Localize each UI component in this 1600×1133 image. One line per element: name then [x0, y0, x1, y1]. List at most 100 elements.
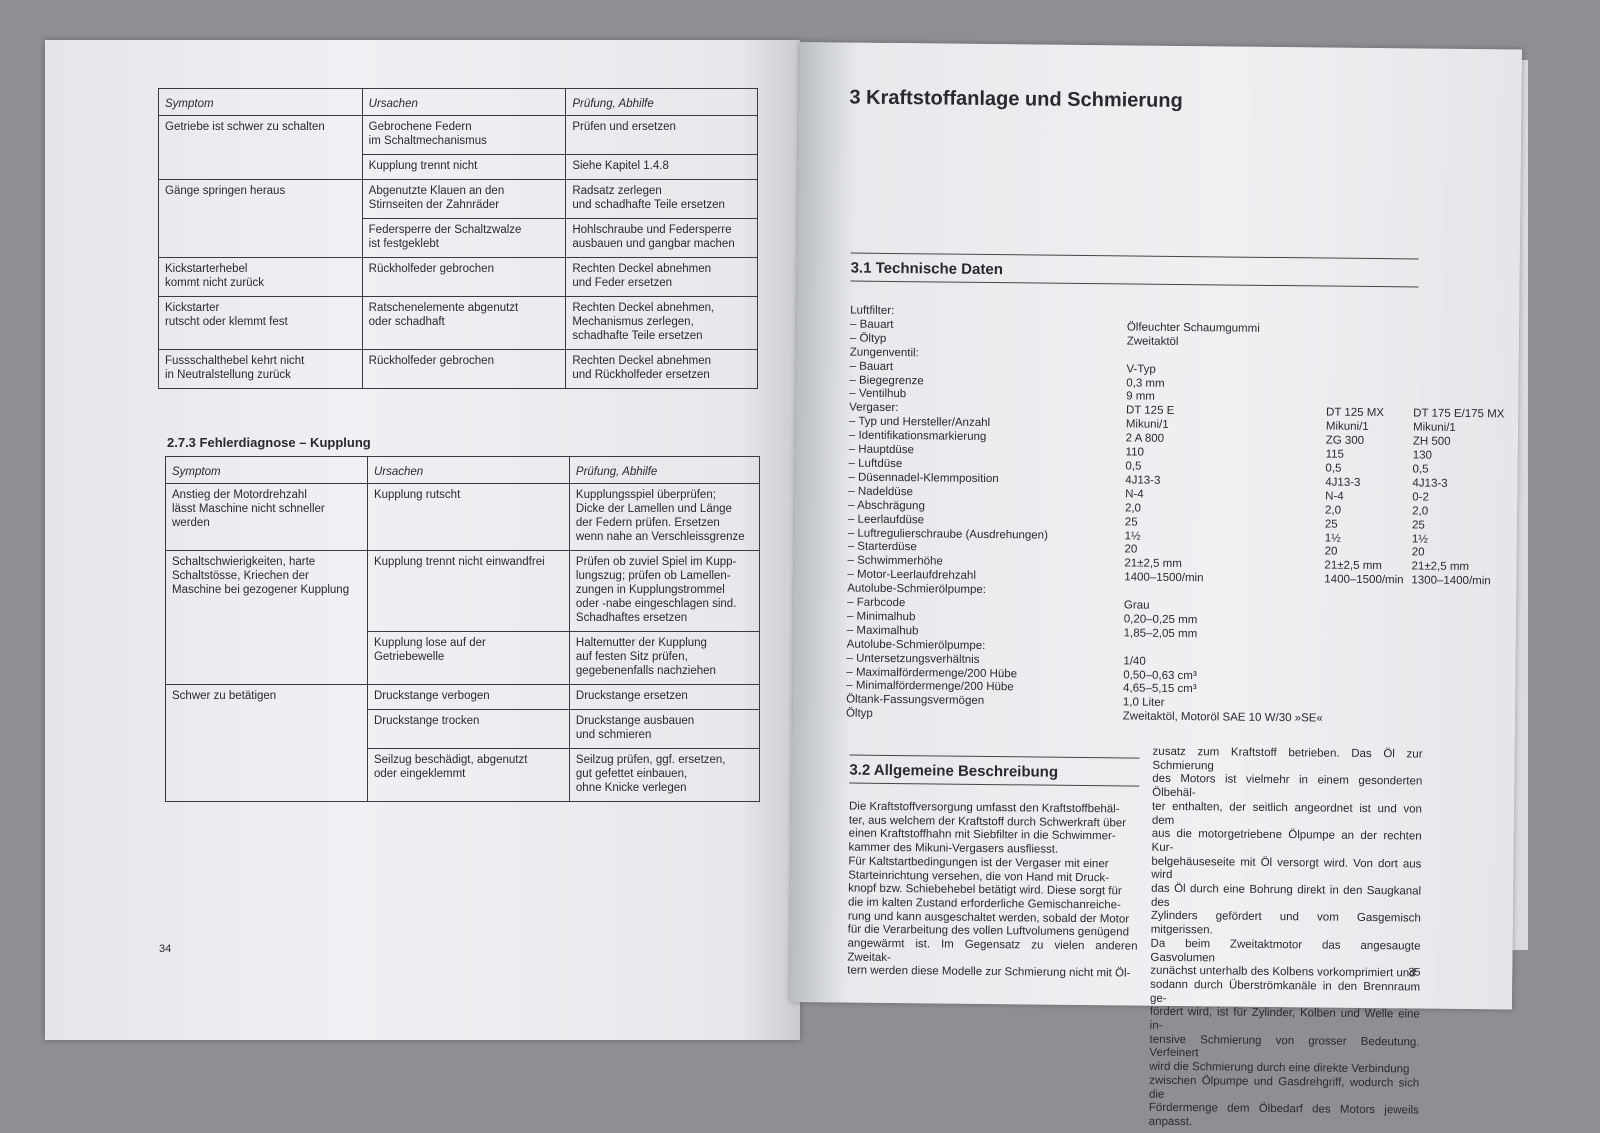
table-row: Fussschalthebel kehrt nicht in Neutralst… [158, 349, 758, 389]
cause-cell: Kupplung trennt nicht einwandfrei [366, 550, 570, 632]
spec-value [1323, 643, 1410, 658]
remedy-cell: Rechten Deckel abnehmen und Rückholfeder… [565, 349, 758, 389]
spec-value [1327, 310, 1414, 325]
spec-value: 4J13-3 [1412, 477, 1448, 490]
spec-value [1411, 630, 1516, 645]
spec-value [1327, 351, 1414, 366]
spec-value: 0,5 [1412, 463, 1429, 476]
spec-value: 20 [1411, 546, 1425, 559]
cause-cell: Kupplung rutscht [366, 483, 570, 551]
remedy-cell: Prüfen ob zuviel Spiel im Kupp- lungszug… [568, 550, 761, 632]
cause-cell: Druckstange verbogen [366, 684, 570, 710]
cause-cell: Rückholfeder gebrochen [361, 349, 567, 389]
table-row: Federsperre der Schaltzwalze ist festgek… [159, 218, 758, 258]
spec-value: 1300–1400/min [1411, 574, 1491, 588]
symptom-cell: Schwer zu betätigen [165, 684, 368, 802]
spec-value [1411, 616, 1516, 631]
cause-cell: Federsperre der Schaltzwalze ist festgek… [361, 218, 567, 258]
table-row: Druckstange trocken Druckstange ausbauen … [166, 709, 761, 749]
spec-value: 20 [1324, 545, 1338, 559]
spec-value [1414, 310, 1519, 325]
spec-value: 1400–1500/min [1324, 573, 1404, 587]
column-header: Ursachen [361, 88, 567, 116]
spec-value [1413, 380, 1518, 395]
remedy-cell: Haltemutter der Kupplung auf festen Sitz… [568, 631, 761, 685]
spec-value [1411, 602, 1516, 617]
spec-value [1326, 379, 1413, 394]
spec-value [1410, 686, 1515, 701]
spec-value [1323, 685, 1410, 700]
section-heading-description: 3.2 Allgemeine Beschreibung [849, 754, 1140, 787]
cause-cell: Ratschenelemente abgenutzt oder schadhaf… [361, 296, 567, 350]
table-row: Getriebe ist schwer zu schalten Gebrochen… [158, 115, 758, 180]
spec-value [1324, 615, 1411, 630]
chapter-title: 3 Kraftstoffanlage und Schmierung [849, 86, 1183, 113]
table-row: Gänge springen heraus Abgenutzte Klauen a… [158, 179, 758, 258]
spec-value [1414, 338, 1519, 353]
table-row: Kickstarterhebel kommt nicht zurück Rückh… [158, 257, 758, 297]
troubleshooting-table-clutch: Symptom Ursachen Prüfung, Abhilfe Anstieg d… [165, 456, 761, 802]
description-paragraph-col1: Die Kraftstoffversorgung umfasst den Kra… [847, 800, 1138, 980]
spec-value [1414, 324, 1519, 339]
section-heading-clutch: 2.7.3 Fehlerdiagnose – Kupplung [167, 435, 371, 450]
spec-value: 2 A 800 [1125, 432, 1165, 445]
spec-value: 25 [1411, 519, 1425, 532]
spec-value [1327, 323, 1414, 338]
spec-value [1411, 589, 1516, 604]
spec-value: ZG 300 [1325, 434, 1365, 448]
spec-value: 1,85–2,05 mm [1123, 627, 1198, 641]
table-row: Schwer zu betätigen Druckstange verbogen D… [165, 684, 761, 802]
spec-label: Öltyp [845, 707, 873, 721]
column-header: Prüfung, Abhilfe [565, 88, 758, 116]
spec-value: DT 125 MX [1325, 406, 1385, 420]
remedy-cell: Druckstange ausbauen und schmieren [568, 709, 761, 749]
spec-value: 130 [1412, 449, 1432, 462]
spec-value [1323, 713, 1410, 728]
page-number-right: 35 [1408, 966, 1421, 979]
spec-value [1323, 699, 1410, 714]
table-row: Kickstarter rutscht oder klemmt fest Rats… [158, 296, 758, 350]
spec-value: Zweitaktöl, Motoröl SAE 10 W/30 »SE« [1122, 710, 1323, 725]
spec-value: N-4 [1325, 490, 1344, 503]
spec-value: 0,3 mm [1126, 376, 1165, 390]
symptom-cell: Kickstarter rutscht oder klemmt fest [158, 296, 363, 350]
spec-value [1410, 714, 1515, 729]
spec-value: Mikuni/1 [1412, 421, 1456, 435]
symptom-cell: Kickstarterhebel kommt nicht zurück [158, 257, 363, 297]
spec-value [1410, 672, 1515, 687]
spec-value: 1½ [1411, 532, 1428, 546]
column-header: Ursachen [366, 456, 570, 484]
spec-value: 0-2 [1412, 491, 1429, 504]
spec-value: 25 [1324, 518, 1338, 531]
spec-value: 1½ [1324, 532, 1341, 545]
spec-value: Mikuni/1 [1325, 420, 1369, 434]
spec-value: 4J13-3 [1125, 474, 1161, 487]
right-page: 3 Kraftstoffanlage und Schmierung 3.1 Te… [789, 42, 1522, 1128]
troubleshooting-table-gearbox: Symptom Ursachen Prüfung, Abhilfe Getriebe … [158, 88, 758, 389]
left-page: Symptom Ursachen Prüfung, Abhilfe Getriebe … [45, 40, 800, 1040]
spec-value [1410, 658, 1515, 673]
column-header: Symptom [158, 88, 363, 116]
spec-value: 1400–1500/min [1124, 571, 1204, 585]
cause-cell: Rückholfeder gebrochen [361, 257, 567, 297]
spec-value [1326, 365, 1413, 380]
spec-value: 4J13-3 [1325, 476, 1361, 489]
remedy-cell: Rechten Deckel abnehmen, Mechanismus zer… [565, 296, 758, 350]
remedy-cell: Rechten Deckel abnehmen und Feder ersetz… [565, 257, 758, 297]
table-row: Anstieg der Motordrehzahl lässt Maschine… [165, 483, 761, 551]
spec-label: – Bauart [849, 318, 894, 331]
spec-value: 21±2,5 mm [1411, 560, 1470, 574]
spec-value [1323, 657, 1410, 672]
spec-value [1327, 337, 1414, 352]
symptom-cell: Fussschalthebel kehrt nicht in Neutralst… [158, 349, 363, 389]
column-header: Symptom [165, 456, 368, 484]
spec-value [1410, 700, 1515, 715]
remedy-cell: Prüfen und ersetzen [565, 115, 758, 155]
cause-cell: Druckstange trocken [366, 709, 570, 749]
remedy-cell: Hohlschraube und Federsperre ausbauen un… [565, 218, 758, 258]
spec-value [1323, 671, 1410, 686]
symptom-cell: Anstieg der Motordrehzahl lässt Maschine… [165, 483, 368, 551]
spec-value [1324, 602, 1411, 617]
table-row: Schaltschwierigkeiten, harte Schaltstöss… [165, 550, 761, 685]
spec-value [1414, 366, 1519, 381]
